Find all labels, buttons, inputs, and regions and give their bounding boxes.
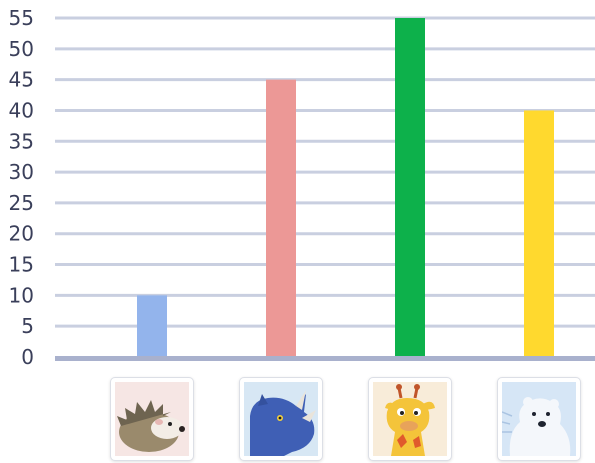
y-tick-label: 55 xyxy=(9,6,34,30)
giraffe-icon xyxy=(373,382,447,456)
x-axis-line xyxy=(55,356,595,361)
y-tick-label: 30 xyxy=(9,160,34,184)
gridlines xyxy=(55,16,595,328)
y-tick-labels: 0 5 10 15 20 25 30 35 40 45 50 55 xyxy=(9,6,34,369)
bar-giraffe xyxy=(395,18,425,357)
y-tick-label: 10 xyxy=(9,283,34,307)
y-tick-label: 50 xyxy=(9,37,34,61)
y-tick-label: 20 xyxy=(9,222,34,246)
category-card-giraffe xyxy=(368,377,452,461)
rhinoceros-icon xyxy=(244,382,318,456)
category-card-rhinoceros xyxy=(239,377,323,461)
category-card-hedgehog xyxy=(110,377,194,461)
y-tick-label: 0 xyxy=(21,345,34,369)
hedgehog-icon xyxy=(115,382,189,456)
chart-canvas: 0 5 10 15 20 25 30 35 40 45 50 55 xyxy=(9,6,595,369)
y-tick-label: 45 xyxy=(9,68,34,92)
y-tick-label: 40 xyxy=(9,98,34,122)
y-tick-label: 25 xyxy=(9,191,34,215)
bar-polar-bear xyxy=(524,110,554,357)
y-tick-label: 15 xyxy=(9,253,34,277)
bar-hedgehog xyxy=(137,295,167,357)
bar-rhinoceros xyxy=(266,79,296,358)
y-tick-label: 5 xyxy=(21,314,34,338)
bars xyxy=(137,18,554,358)
y-tick-label: 35 xyxy=(9,129,34,153)
category-card-polar-bear xyxy=(497,377,581,461)
polar-bear-icon xyxy=(502,382,576,456)
